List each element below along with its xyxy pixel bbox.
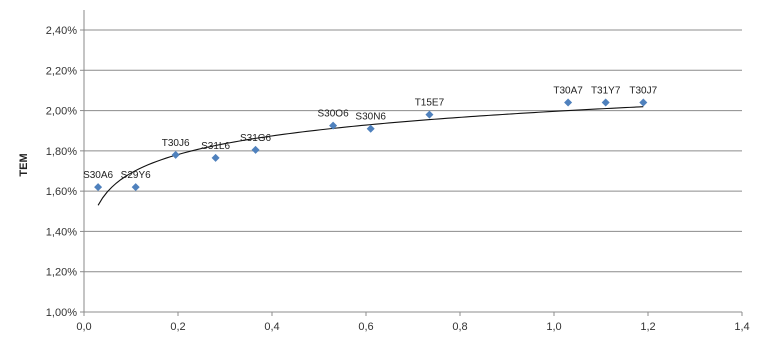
y-tick-label: 1,40% — [46, 226, 77, 238]
y-tick-label: 1,20% — [46, 267, 77, 279]
point-label: T30A7 — [553, 86, 583, 97]
point-t30j6 — [171, 150, 180, 159]
point-t31y7 — [601, 98, 610, 107]
y-tick-label: 1,00% — [46, 307, 77, 319]
x-tick-label: 1,2 — [640, 321, 655, 333]
y-tick-label: 2,00% — [46, 106, 77, 118]
y-axis-label: TEM — [18, 153, 30, 176]
point-t15e7 — [425, 110, 434, 119]
x-tick-label: 0,8 — [452, 321, 467, 333]
x-axis-ticks: 0,0 0,2 0,4 0,6 0,8 1,0 1,2 1,4 — [76, 312, 750, 333]
x-tick-label: 0,4 — [264, 321, 279, 333]
y-axis-ticks: 1,00% 1,20% 1,40% 1,60% 1,80% 2,00% 2,20% 2,40% — [46, 25, 77, 319]
trendline — [97, 106, 644, 206]
x-tick-label: 0,0 — [76, 321, 91, 333]
point-t30j7 — [639, 98, 648, 107]
x-tick-label: 0,6 — [358, 321, 373, 333]
data-points — [94, 98, 648, 192]
point-label: S30A6 — [83, 170, 113, 181]
grid-lines — [80, 29, 742, 313]
point-label: T30J7 — [629, 86, 657, 97]
point-label: S31G6 — [240, 133, 272, 144]
y-tick-label: 2,40% — [46, 25, 77, 37]
point-label: S30N6 — [355, 112, 386, 123]
point-s30o6 — [329, 121, 338, 130]
point-s29y6 — [131, 183, 140, 192]
point-s30n6 — [366, 124, 375, 133]
point-label: S31L6 — [201, 141, 230, 152]
point-label: T31Y7 — [591, 86, 621, 97]
y-tick-label: 1,80% — [46, 146, 77, 158]
point-s31l6 — [211, 153, 220, 162]
x-tick-label: 1,0 — [546, 321, 561, 333]
point-labels: S30A6 S29Y6 T30J6 S31L6 S31G6 S30O6 S30N6 T15E7… — [83, 86, 658, 182]
point-s30a6 — [94, 183, 103, 192]
point-label: S29Y6 — [121, 170, 151, 181]
point-label: S30O6 — [318, 109, 350, 120]
point-s31g6 — [251, 145, 260, 154]
point-label: T30J6 — [162, 138, 190, 149]
x-tick-label: 0,2 — [170, 321, 185, 333]
y-tick-label: 2,20% — [46, 65, 77, 77]
point-t30a7 — [564, 98, 573, 107]
y-tick-label: 1,60% — [46, 186, 77, 198]
point-label: T15E7 — [415, 98, 445, 109]
x-tick-label: 1,4 — [734, 321, 749, 333]
